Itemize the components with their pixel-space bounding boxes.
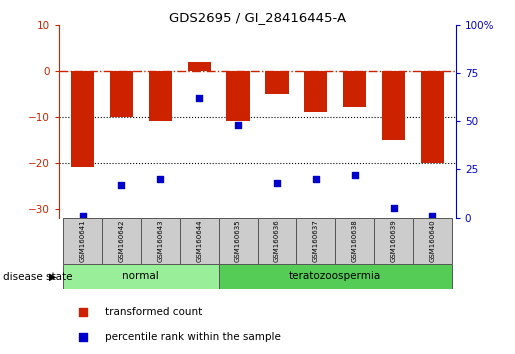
Bar: [304, 71, 328, 112]
Point: [117, 182, 126, 188]
Text: GSM160640: GSM160640: [430, 219, 436, 262]
Text: teratozoospermia: teratozoospermia: [289, 271, 382, 281]
Text: disease state: disease state: [3, 272, 72, 282]
Bar: [71, 71, 94, 167]
Text: GSM160642: GSM160642: [118, 219, 125, 262]
Bar: [343, 71, 366, 108]
Point: [273, 180, 281, 186]
Point: [79, 309, 87, 315]
Text: ▶: ▶: [49, 272, 57, 282]
FancyBboxPatch shape: [374, 218, 413, 264]
FancyBboxPatch shape: [296, 218, 335, 264]
Text: GSM160641: GSM160641: [79, 219, 85, 262]
Text: GSM160643: GSM160643: [157, 219, 163, 262]
Bar: [227, 71, 250, 121]
Text: GSM160644: GSM160644: [196, 219, 202, 262]
Point: [195, 95, 203, 101]
Text: GSM160636: GSM160636: [274, 219, 280, 262]
FancyBboxPatch shape: [180, 218, 219, 264]
Bar: [265, 71, 288, 94]
Title: GDS2695 / GI_28416445-A: GDS2695 / GI_28416445-A: [169, 11, 346, 24]
FancyBboxPatch shape: [219, 218, 258, 264]
Point: [78, 213, 87, 219]
Text: transformed count: transformed count: [105, 307, 202, 317]
Bar: [187, 62, 211, 71]
FancyBboxPatch shape: [258, 218, 296, 264]
Point: [234, 122, 242, 128]
Point: [156, 176, 164, 182]
FancyBboxPatch shape: [219, 264, 452, 289]
Text: GSM160639: GSM160639: [390, 219, 397, 262]
FancyBboxPatch shape: [141, 218, 180, 264]
Point: [351, 172, 359, 178]
Bar: [382, 71, 405, 139]
Point: [428, 213, 437, 219]
Point: [312, 176, 320, 182]
Bar: [421, 71, 444, 162]
Point: [389, 205, 398, 211]
Text: GSM160637: GSM160637: [313, 219, 319, 262]
FancyBboxPatch shape: [335, 218, 374, 264]
FancyBboxPatch shape: [413, 218, 452, 264]
Text: percentile rank within the sample: percentile rank within the sample: [105, 332, 281, 342]
FancyBboxPatch shape: [63, 218, 102, 264]
Bar: [110, 71, 133, 117]
Text: normal: normal: [123, 271, 159, 281]
Text: GSM160635: GSM160635: [235, 219, 241, 262]
Bar: [149, 71, 172, 121]
FancyBboxPatch shape: [102, 218, 141, 264]
FancyBboxPatch shape: [63, 264, 219, 289]
Text: GSM160638: GSM160638: [352, 219, 358, 262]
Point: [79, 334, 87, 339]
